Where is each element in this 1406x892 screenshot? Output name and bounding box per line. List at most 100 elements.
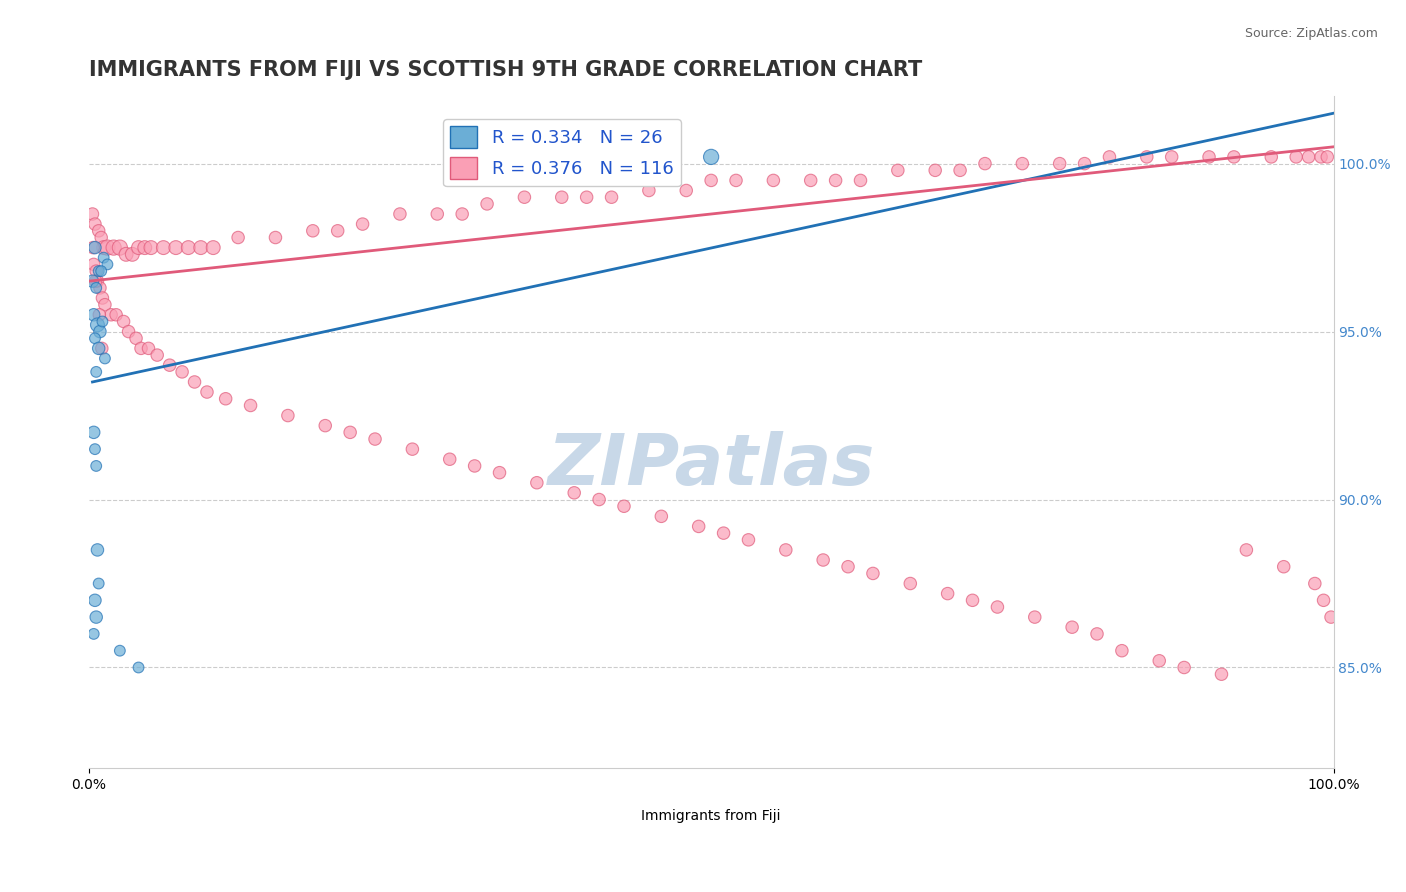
- Point: [1234, 543, 1257, 558]
- Point: [314, 418, 336, 433]
- Point: [862, 566, 884, 581]
- Legend: R = 0.334   N = 26, R = 0.376   N = 116: R = 0.334 N = 26, R = 0.376 N = 116: [443, 119, 681, 186]
- Point: [190, 241, 212, 255]
- Point: [84, 593, 107, 607]
- Point: [551, 190, 574, 204]
- Point: [96, 241, 118, 255]
- Point: [1303, 576, 1326, 591]
- Point: [962, 593, 984, 607]
- Point: [1049, 156, 1071, 170]
- Point: [737, 533, 759, 547]
- Point: [84, 217, 107, 231]
- Point: [108, 643, 131, 657]
- Point: [388, 207, 411, 221]
- Point: [439, 452, 461, 467]
- Point: [82, 274, 104, 288]
- Point: [887, 163, 910, 178]
- Point: [195, 385, 218, 400]
- Point: [1073, 156, 1095, 170]
- Point: [1160, 150, 1182, 164]
- Point: [775, 543, 797, 558]
- Text: ZIPatlas: ZIPatlas: [547, 432, 875, 500]
- Point: [90, 230, 112, 244]
- Point: [426, 207, 449, 221]
- Point: [103, 241, 125, 255]
- Point: [117, 325, 139, 339]
- Point: [1198, 150, 1220, 164]
- Point: [936, 586, 959, 600]
- Point: [762, 173, 785, 187]
- Point: [89, 325, 111, 339]
- Point: [165, 241, 187, 255]
- Point: [526, 475, 548, 490]
- Point: [82, 241, 104, 255]
- Point: [183, 375, 205, 389]
- Point: [121, 247, 143, 261]
- Point: [84, 365, 107, 379]
- Point: [675, 184, 697, 198]
- Point: [86, 543, 108, 558]
- Point: [87, 576, 110, 591]
- Point: [475, 197, 498, 211]
- Point: [82, 207, 104, 221]
- Point: [89, 308, 111, 322]
- Point: [105, 308, 128, 322]
- Point: [600, 190, 623, 204]
- Point: [87, 342, 110, 356]
- Text: Source: ZipAtlas.com: Source: ZipAtlas.com: [1244, 27, 1378, 40]
- Point: [1285, 150, 1308, 164]
- Point: [146, 348, 169, 362]
- Point: [949, 163, 972, 178]
- Point: [108, 241, 131, 255]
- Point: [588, 492, 610, 507]
- Point: [239, 399, 262, 413]
- Point: [125, 331, 148, 345]
- Point: [1011, 156, 1033, 170]
- Point: [650, 509, 672, 524]
- Point: [87, 224, 110, 238]
- Point: [96, 257, 118, 271]
- Point: [128, 660, 150, 674]
- Point: [1298, 150, 1320, 164]
- Point: [924, 163, 946, 178]
- Point: [84, 442, 107, 457]
- Point: [84, 458, 107, 473]
- Point: [898, 576, 921, 591]
- Point: [1098, 150, 1121, 164]
- Point: [83, 627, 105, 641]
- Point: [700, 150, 723, 164]
- Point: [93, 251, 115, 265]
- Point: [1062, 620, 1084, 634]
- Point: [1260, 150, 1282, 164]
- Point: [139, 241, 162, 255]
- Point: [226, 230, 249, 244]
- Point: [613, 500, 636, 514]
- Point: [1211, 667, 1233, 681]
- Point: [100, 308, 122, 322]
- Point: [513, 190, 536, 204]
- Point: [84, 610, 107, 624]
- Point: [688, 519, 710, 533]
- Point: [112, 314, 135, 328]
- Point: [974, 156, 997, 170]
- Point: [84, 281, 107, 295]
- Point: [1223, 150, 1246, 164]
- Point: [1136, 150, 1159, 164]
- Point: [94, 298, 117, 312]
- Point: [84, 241, 107, 255]
- Point: [277, 409, 299, 423]
- Point: [83, 257, 105, 271]
- Point: [1320, 610, 1343, 624]
- Point: [339, 425, 361, 440]
- Point: [1316, 150, 1339, 164]
- Point: [215, 392, 238, 406]
- Point: [152, 241, 174, 255]
- Point: [464, 458, 486, 473]
- Point: [202, 241, 225, 255]
- Point: [1310, 150, 1333, 164]
- Point: [301, 224, 323, 238]
- Point: [1147, 654, 1170, 668]
- Point: [264, 230, 287, 244]
- Point: [84, 331, 107, 345]
- Point: [713, 526, 735, 541]
